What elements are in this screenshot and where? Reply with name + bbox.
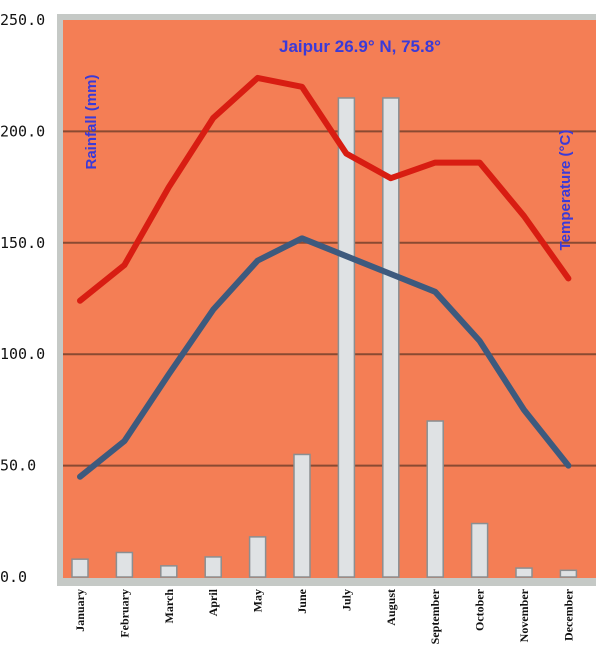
x-tick-label: November [517, 588, 531, 642]
rainfall-bar [248, 536, 267, 578]
rainfall-bar [204, 556, 222, 578]
chart-title: Jaipur 26.9° N, 75.8° [279, 37, 441, 56]
x-axis-month-labels: January February March April May June July Augu… [73, 588, 575, 644]
min-temperature-line [77, 235, 572, 480]
rainfall-bar [293, 453, 311, 578]
rainfall-bar [470, 522, 489, 578]
x-tick-label: December [561, 588, 575, 641]
rainfall-bar [337, 97, 356, 578]
x-tick-label: March [162, 589, 176, 624]
y-tick-label: 50.0 [0, 457, 36, 475]
y-axis-tick-labels: 0.0 50.0 100.0 150.0 200.0 250.0 [0, 11, 45, 586]
rainfall-bar [426, 420, 444, 578]
rainfall-axis-label: Rainfall (mm) [83, 74, 100, 169]
y-tick-label: 100.0 [0, 345, 45, 363]
x-tick-label: January [73, 589, 87, 632]
temperature-lines [77, 74, 572, 480]
x-tick-label: February [117, 589, 131, 638]
x-tick-label: April [206, 588, 220, 616]
x-tick-label: September [428, 588, 442, 644]
y-tick-label: 200.0 [0, 122, 45, 140]
temperature-axis-label: Temperature (°C) [557, 130, 574, 251]
x-tick-label: October [473, 588, 487, 631]
plot-area [63, 20, 596, 578]
rainfall-bar [71, 558, 89, 578]
rainfall-bar [559, 569, 578, 578]
x-tick-label: May [251, 589, 265, 612]
y-tick-label: 0.0 [0, 568, 27, 586]
x-tick-label: July [339, 589, 353, 611]
rainfall-bars [71, 97, 578, 578]
max-temperature-line [77, 74, 572, 304]
x-tick-label: August [384, 589, 398, 626]
rainfall-bar [160, 565, 178, 578]
rainfall-bar [382, 97, 400, 578]
rainfall-bar [115, 551, 134, 578]
y-tick-label: 150.0 [0, 234, 45, 252]
y-tick-label: 250.0 [0, 11, 45, 29]
rainfall-bar [515, 567, 533, 578]
x-tick-label: June [295, 588, 309, 613]
